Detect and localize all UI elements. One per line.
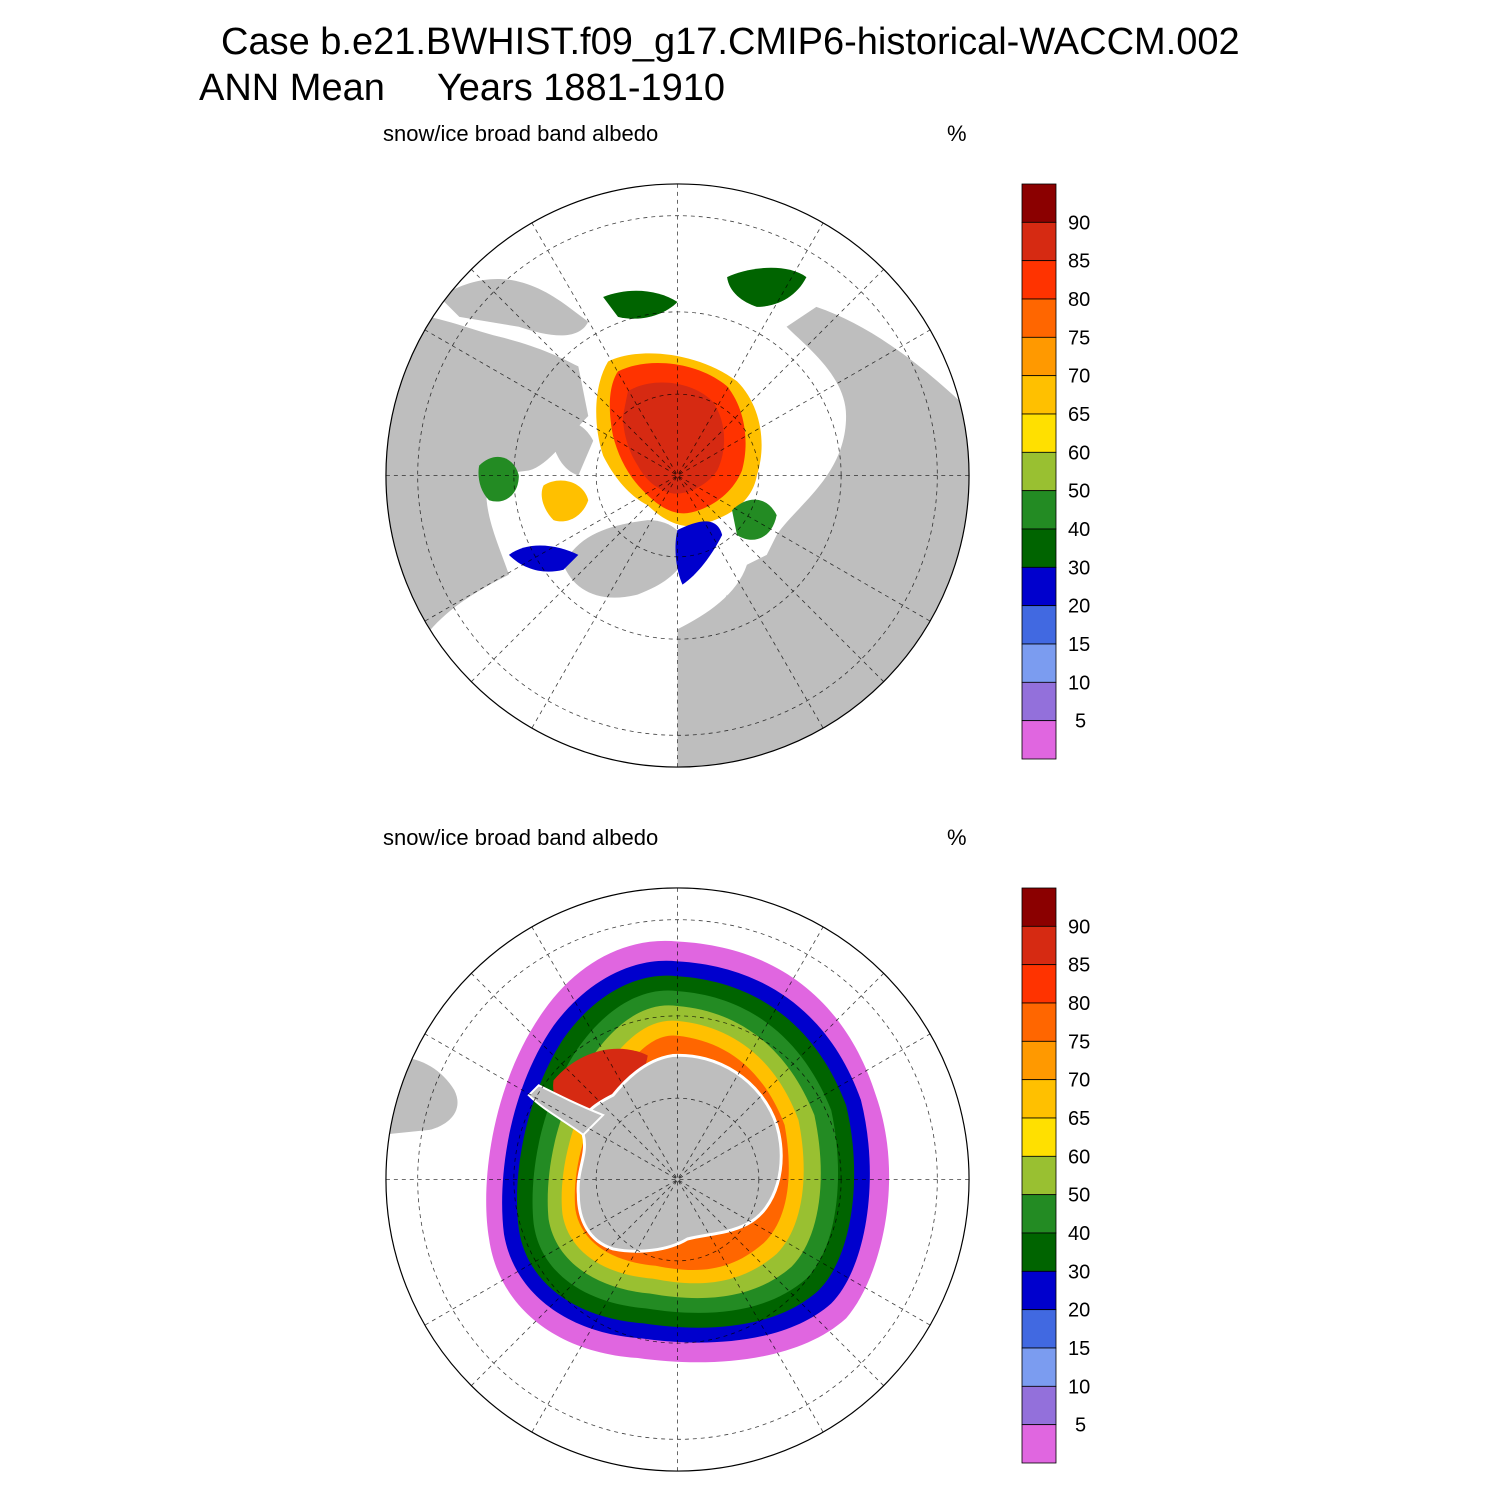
- north-colorbar-swatch: [1021, 681, 1057, 722]
- north-land-alaska: [439, 279, 589, 336]
- north-units-label: %: [947, 121, 967, 146]
- north-colorbar-label: 75: [1068, 327, 1090, 349]
- north-colorbar-label: 40: [1068, 519, 1090, 541]
- north-land-greenland: [563, 520, 688, 598]
- north-colorbar-label: 90: [1068, 212, 1090, 234]
- south-colorbar-swatch: [1021, 1309, 1057, 1349]
- north-ice-bering: [603, 290, 678, 319]
- south-colorbar-swatch: [1021, 1117, 1057, 1157]
- north-ice-baffin: [541, 480, 589, 522]
- south-colorbar-label: 80: [1068, 993, 1090, 1015]
- south-colorbar-label: 15: [1068, 1338, 1090, 1360]
- south-colorbar-label: 10: [1068, 1376, 1090, 1398]
- south-graticule: [385, 887, 970, 1472]
- north-land-archipelago: [548, 420, 594, 476]
- north-colorbar-label: 70: [1068, 366, 1090, 388]
- north-colorbar-label: 15: [1068, 634, 1090, 656]
- north-colorbar-swatch: [1021, 221, 1057, 262]
- south-colorbar-label: 85: [1068, 955, 1090, 977]
- south-colorbar-swatch: [1021, 1270, 1057, 1311]
- south-colorbar-swatch: [1021, 1385, 1057, 1426]
- south-colorbar-label: 50: [1068, 1185, 1090, 1207]
- north-graticule: [385, 183, 970, 768]
- case-title: Case b.e21.BWHIST.f09_g17.CMIP6-historic…: [221, 21, 1240, 63]
- north-ice-okhotsk: [727, 267, 807, 307]
- south-ice-weddell: [553, 1048, 648, 1120]
- south-colorbar-label: 75: [1068, 1031, 1090, 1053]
- south-colorbar-swatch: [1021, 964, 1057, 1004]
- north-colorbar-label: 85: [1068, 251, 1090, 273]
- north-colorbar-label: 30: [1068, 557, 1090, 579]
- north-colorbar-swatch: [1021, 336, 1057, 377]
- north-colorbar-swatch: [1021, 566, 1057, 607]
- north-colorbar-swatch: [1021, 413, 1057, 453]
- north-ice-core: [622, 382, 725, 494]
- north-polar-map: [385, 183, 970, 768]
- south-variable-label: snow/ice broad band albedo: [383, 825, 659, 850]
- south-colorbar-label: 65: [1068, 1108, 1090, 1130]
- north-colorbar-swatch: [1021, 375, 1057, 415]
- north-colorbar-label: 80: [1068, 289, 1090, 311]
- south-colorbar-swatch: [1021, 1040, 1057, 1081]
- north-ice-barents: [732, 499, 777, 540]
- south-colorbar-label: 60: [1068, 1146, 1090, 1168]
- south-polar-map: [385, 887, 970, 1472]
- south-colorbar-swatch: [1021, 1002, 1057, 1042]
- north-colorbar-swatch: [1021, 260, 1057, 300]
- south-map-border: [385, 887, 970, 1472]
- north-colorbar-label: 20: [1068, 596, 1090, 618]
- north-colorbar-label: 65: [1068, 404, 1090, 426]
- north-ice-hudson: [478, 456, 519, 502]
- north-land-scandinavia: [677, 594, 733, 768]
- south-colorbar-swatch: [1021, 1079, 1057, 1119]
- south-colorbar-swatch: [1021, 1232, 1057, 1272]
- south-colorbar-swatch: [1021, 1424, 1057, 1464]
- south-colorbar-swatch: [1021, 1194, 1057, 1234]
- south-units-label: %: [947, 825, 967, 850]
- south-land-peninsula: [527, 1084, 605, 1137]
- south-land-antarctica: [576, 1053, 783, 1253]
- south-colorbar-swatch: [1021, 887, 1057, 927]
- south-colorbar-label: 70: [1068, 1070, 1090, 1092]
- south-colorbar-label: 90: [1068, 916, 1090, 938]
- north-colorbar-label: 5: [1075, 711, 1086, 733]
- north-map-border: [385, 183, 970, 768]
- north-colorbar-swatch: [1021, 528, 1057, 568]
- south-colorbar-label: 5: [1075, 1415, 1086, 1437]
- south-colorbar-label: 30: [1068, 1261, 1090, 1283]
- north-variable-label: snow/ice broad band albedo: [383, 121, 659, 146]
- north-colorbar-swatch: [1021, 490, 1057, 530]
- north-colorbar-swatch: [1021, 720, 1057, 760]
- south-colorbar-label: 40: [1068, 1223, 1090, 1245]
- south-colorbar-swatch: [1021, 1347, 1057, 1387]
- south-colorbar-label: 20: [1068, 1300, 1090, 1322]
- north-colorbar-swatch: [1021, 605, 1057, 645]
- north-colorbar-label: 60: [1068, 442, 1090, 464]
- south-colorbar: 90 85 80 75 70 65 60 50 40 30 20 15 10 5: [1021, 887, 1090, 1464]
- north-land-eurasia: [677, 306, 970, 768]
- north-colorbar-swatch: [1021, 643, 1057, 683]
- south-colorbar-swatch: [1021, 1155, 1057, 1196]
- north-colorbar-label: 50: [1068, 481, 1090, 503]
- north-colorbar-swatch: [1021, 183, 1057, 223]
- north-colorbar-swatch: [1021, 451, 1057, 492]
- north-colorbar-swatch: [1021, 298, 1057, 338]
- north-ice-labrador: [508, 545, 579, 572]
- north-colorbar: 90 85 80 75 70 65 60 50 40 30 20 15 10 5: [1021, 183, 1090, 760]
- south-colorbar-swatch: [1021, 925, 1057, 966]
- north-colorbar-label: 10: [1068, 672, 1090, 694]
- north-ice-greenland-sea: [675, 521, 723, 585]
- period-title: ANN Mean Years 1881-1910: [199, 67, 726, 109]
